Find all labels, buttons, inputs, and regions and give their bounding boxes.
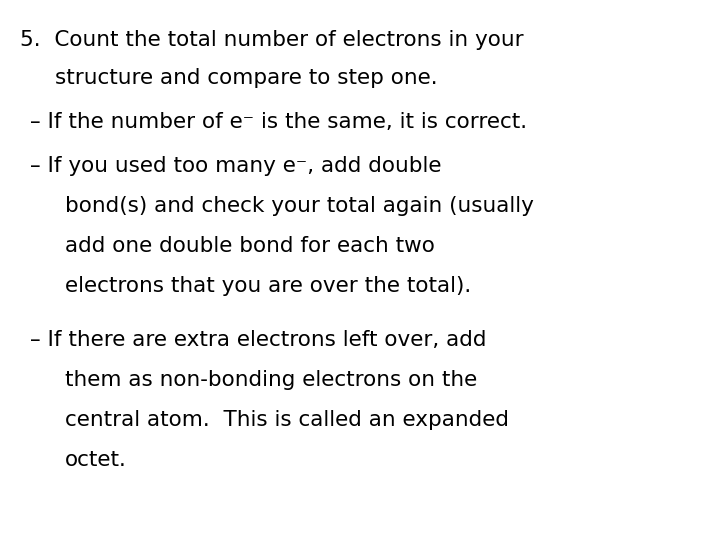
Text: central atom.  This is called an expanded: central atom. This is called an expanded xyxy=(65,410,509,430)
Text: structure and compare to step one.: structure and compare to step one. xyxy=(55,68,438,88)
Text: bond(s) and check your total again (usually: bond(s) and check your total again (usua… xyxy=(65,196,534,216)
Text: – If you used too many e⁻, add double: – If you used too many e⁻, add double xyxy=(30,156,441,176)
Text: – If the number of e⁻ is the same, it is correct.: – If the number of e⁻ is the same, it is… xyxy=(30,112,527,132)
Text: 5.  Count the total number of electrons in your: 5. Count the total number of electrons i… xyxy=(20,30,523,50)
Text: – If there are extra electrons left over, add: – If there are extra electrons left over… xyxy=(30,330,487,350)
Text: octet.: octet. xyxy=(65,450,127,470)
Text: electrons that you are over the total).: electrons that you are over the total). xyxy=(65,276,472,296)
Text: add one double bond for each two: add one double bond for each two xyxy=(65,236,435,256)
Text: them as non-bonding electrons on the: them as non-bonding electrons on the xyxy=(65,370,477,390)
